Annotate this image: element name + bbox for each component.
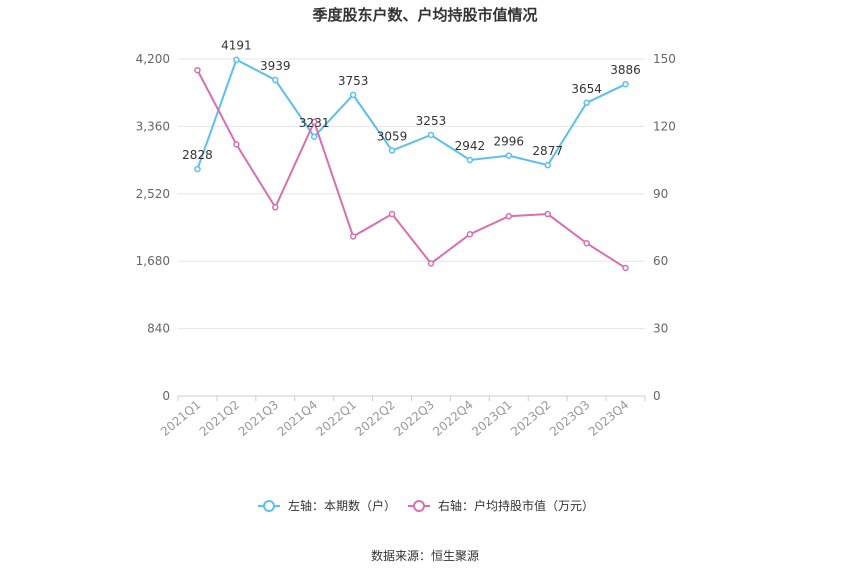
grid-lines	[178, 58, 645, 330]
data-point	[194, 66, 201, 74]
data-point	[466, 156, 474, 164]
x-tick-label: 2021Q4	[275, 398, 320, 439]
data-label: 3654	[571, 82, 602, 96]
right-tick-label: 0	[653, 389, 661, 403]
data-point	[272, 76, 279, 84]
legend-marker	[263, 500, 275, 512]
x-tick-label: 2023Q4	[586, 398, 631, 439]
x-tick-label: 2021Q3	[236, 398, 281, 439]
data-labels: 2828 4191 3939 3231 3753 3059 3253 2942 2996 2877…	[182, 39, 641, 162]
legend-marker	[413, 500, 425, 512]
data-label: 3886	[610, 63, 641, 77]
x-tick-label: 2023Q3	[547, 398, 592, 439]
right-tick-label: 30	[653, 322, 668, 336]
left-tick-label: 840	[147, 322, 170, 336]
axes: 0 840 1,680 2,520 3,360 4,200 0 30 60 90 120 150 202…	[136, 52, 676, 439]
data-point	[427, 131, 435, 139]
data-point	[310, 133, 318, 141]
legend-label: 左轴：本期数（户）	[288, 498, 396, 513]
chart-title: 季度股东户数、户均持股市值情况	[312, 6, 537, 24]
left-tick-label: 2,520	[136, 187, 170, 201]
data-point	[233, 141, 240, 148]
data-point	[233, 56, 240, 63]
data-point	[505, 213, 513, 220]
data-point	[388, 210, 396, 218]
series-layer	[194, 56, 629, 272]
legend-label: 右轴：户均持股市值（万元）	[438, 498, 594, 513]
x-tick-label: 2021Q1	[158, 398, 203, 439]
data-point	[583, 99, 590, 107]
data-label: 4191	[221, 39, 252, 53]
x-tick-label: 2023Q2	[508, 398, 553, 439]
legend: 左轴：本期数（户） 右轴：户均持股市值（万元）	[258, 498, 594, 513]
data-point	[505, 152, 513, 159]
data-point	[349, 91, 357, 99]
left-tick-label: 0	[162, 389, 170, 403]
data-point	[349, 233, 357, 240]
data-point	[622, 80, 629, 88]
x-tick-label: 2021Q2	[197, 398, 242, 439]
data-point	[310, 118, 318, 126]
data-point	[544, 161, 551, 169]
data-point	[466, 230, 474, 238]
data-point	[544, 210, 551, 218]
data-label: 3059	[377, 130, 408, 144]
left-tick-label: 1,680	[136, 254, 170, 268]
data-label: 3753	[338, 74, 369, 88]
data-point	[272, 204, 279, 211]
x-tick-label: 2023Q1	[469, 398, 514, 439]
data-label: 2877	[532, 144, 563, 158]
right-tick-label: 150	[653, 52, 676, 66]
data-label: 3939	[260, 59, 291, 73]
left-tick-label: 4,200	[136, 52, 170, 66]
source-note: 数据来源：恒生聚源	[371, 548, 479, 563]
legend-item-1[interactable]: 左轴：本期数（户）	[258, 498, 396, 513]
x-tick-label: 2022Q2	[352, 398, 397, 439]
data-label: 2828	[182, 148, 213, 162]
left-tick-label: 3,360	[136, 119, 170, 133]
right-tick-label: 120	[653, 119, 676, 133]
x-tick-label: 2022Q4	[430, 398, 475, 439]
right-tick-label: 90	[653, 187, 668, 201]
legend-item-2[interactable]: 右轴：户均持股市值（万元）	[408, 498, 594, 513]
right-tick-label: 60	[653, 254, 668, 268]
data-point	[427, 260, 435, 267]
data-point	[388, 147, 396, 154]
data-point	[583, 239, 590, 247]
data-point	[622, 264, 629, 272]
x-tick-label: 2022Q3	[391, 398, 436, 439]
data-label: 2996	[494, 135, 525, 149]
data-point	[194, 165, 201, 173]
data-label: 3253	[416, 114, 447, 128]
data-label: 2942	[455, 139, 486, 153]
series-line-1	[196, 58, 626, 170]
x-tick-label: 2022Q1	[314, 398, 359, 439]
series-line-2	[196, 69, 627, 269]
data-label: 3231	[299, 116, 330, 130]
